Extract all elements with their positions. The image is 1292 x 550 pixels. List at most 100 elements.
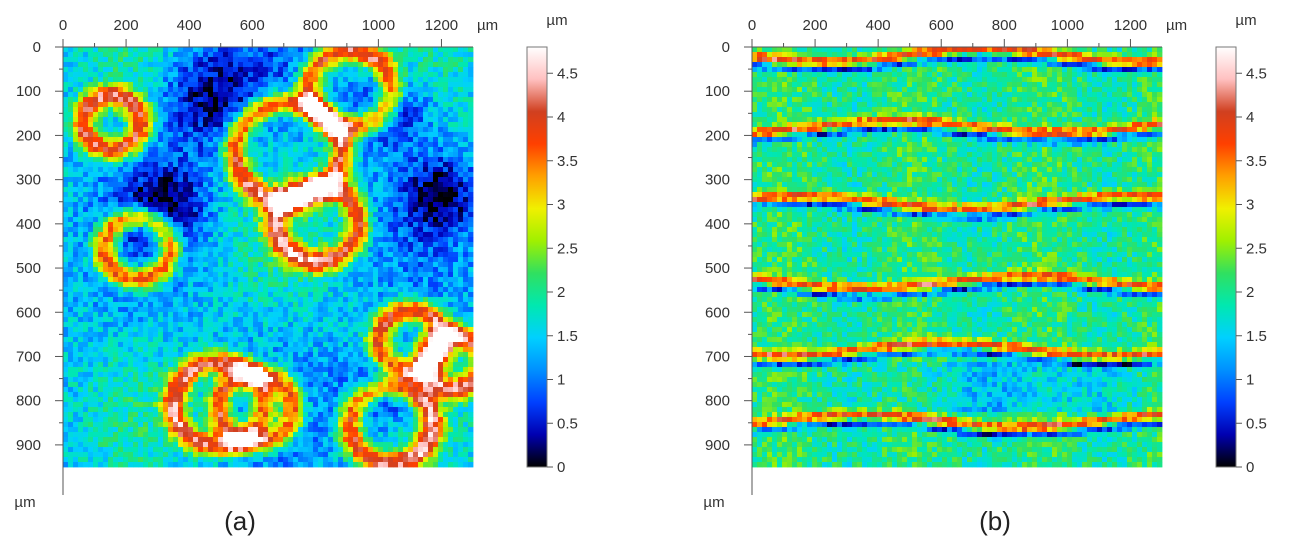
- heatmap-cell: [433, 97, 439, 103]
- heatmap-cell: [193, 107, 199, 113]
- heatmap-cell: [198, 327, 204, 333]
- heatmap-cell: [358, 152, 364, 158]
- heatmap-cell: [323, 147, 329, 153]
- heatmap-cell: [408, 232, 414, 238]
- heatmap-cell: [198, 137, 204, 143]
- heatmap-cell: [268, 257, 274, 263]
- heatmap-cell: [443, 327, 449, 333]
- heatmap-cell: [143, 147, 149, 153]
- heatmap-cell: [228, 237, 234, 243]
- heatmap-cell: [243, 77, 249, 83]
- heatmap-cell: [123, 332, 129, 338]
- heatmap-cell: [213, 337, 219, 343]
- heatmap-cell: [353, 102, 359, 108]
- heatmap-cell: [298, 167, 304, 173]
- heatmap-cell: [453, 257, 459, 263]
- heatmap-cell: [208, 202, 214, 208]
- heatmap-cell: [243, 337, 249, 343]
- heatmap-cell: [438, 47, 444, 53]
- heatmap-cell: [408, 177, 414, 183]
- heatmap-cell: [143, 242, 149, 248]
- heatmap-cell: [168, 82, 174, 88]
- heatmap-cell: [383, 212, 389, 218]
- heatmap-cell: [398, 142, 404, 148]
- heatmap-cell: [108, 197, 114, 203]
- heatmap-cell: [228, 232, 234, 238]
- heatmap-cell: [288, 82, 294, 88]
- heatmap-cell: [253, 52, 259, 58]
- heatmap-cell: [178, 162, 184, 168]
- heatmap-cell: [408, 47, 414, 53]
- heatmap-cell: [218, 282, 224, 288]
- heatmap-cell: [373, 182, 379, 188]
- heatmap-cell: [78, 87, 84, 93]
- heatmap-cell: [323, 257, 329, 263]
- heatmap-cell: [423, 202, 429, 208]
- heatmap-cell: [378, 172, 384, 178]
- heatmap-cell: [168, 192, 174, 198]
- heatmap-cell: [468, 302, 474, 308]
- heatmap-cell: [303, 247, 309, 253]
- heatmap-cell: [368, 152, 374, 158]
- heatmap-cell: [448, 157, 454, 163]
- heatmap-cell: [143, 337, 149, 343]
- heatmap-cell: [413, 72, 419, 78]
- heatmap-cell: [303, 242, 309, 248]
- heatmap-cell: [438, 222, 444, 228]
- heatmap-cell: [323, 232, 329, 238]
- heatmap-cell: [143, 87, 149, 93]
- heatmap-cell: [83, 162, 89, 168]
- heatmap-cell: [383, 132, 389, 138]
- heatmap-cell: [193, 67, 199, 73]
- heatmap-cell: [153, 247, 159, 253]
- heatmap-cell: [448, 262, 454, 268]
- heatmap-cell: [233, 222, 239, 228]
- heatmap-cell: [263, 302, 269, 308]
- heatmap-cell: [78, 292, 84, 298]
- heatmap-cell: [273, 72, 279, 78]
- heatmap-cell: [153, 152, 159, 158]
- heatmap-cell: [373, 212, 379, 218]
- heatmap-cell: [298, 227, 304, 233]
- heatmap-cell: [398, 322, 404, 328]
- heatmap-cell: [428, 142, 434, 148]
- heatmap-cell: [358, 272, 364, 278]
- heatmap-cell: [233, 177, 239, 183]
- heatmap-cell: [118, 52, 124, 58]
- heatmap-cell: [228, 227, 234, 233]
- heatmap-cell: [388, 207, 394, 213]
- heatmap-cell: [108, 102, 114, 108]
- heatmap-cell: [458, 197, 464, 203]
- heatmap-cell: [78, 227, 84, 233]
- heatmap-cell: [423, 262, 429, 268]
- heatmap-cell: [313, 102, 319, 108]
- heatmap-cell: [343, 212, 349, 218]
- heatmap-cell: [398, 312, 404, 318]
- heatmap-cell: [308, 102, 314, 108]
- heatmap-cell: [243, 267, 249, 273]
- heatmap-cell: [458, 267, 464, 273]
- heatmap-cell: [383, 307, 389, 313]
- heatmap-cell: [338, 137, 344, 143]
- heatmap-cell: [118, 307, 124, 313]
- heatmap-cell: [468, 267, 474, 273]
- heatmap-cell: [153, 217, 159, 223]
- heatmap-cell: [308, 262, 314, 268]
- heatmap-cell: [213, 227, 219, 233]
- heatmap-cell: [288, 127, 294, 133]
- heatmap-cell: [78, 137, 84, 143]
- heatmap-cell: [158, 97, 164, 103]
- heatmap-cell: [438, 267, 444, 273]
- heatmap-cell: [198, 182, 204, 188]
- heatmap-cell: [188, 167, 194, 173]
- heatmap-cell: [128, 292, 134, 298]
- heatmap-cell: [83, 57, 89, 63]
- heatmap-cell: [188, 67, 194, 73]
- heatmap-cell: [333, 202, 339, 208]
- heatmap-cell: [143, 332, 149, 338]
- heatmap-cell: [403, 117, 409, 123]
- heatmap-cell: [78, 52, 84, 58]
- heatmap-cell: [403, 102, 409, 108]
- heatmap-cell: [68, 322, 74, 328]
- heatmap-cell: [318, 112, 324, 118]
